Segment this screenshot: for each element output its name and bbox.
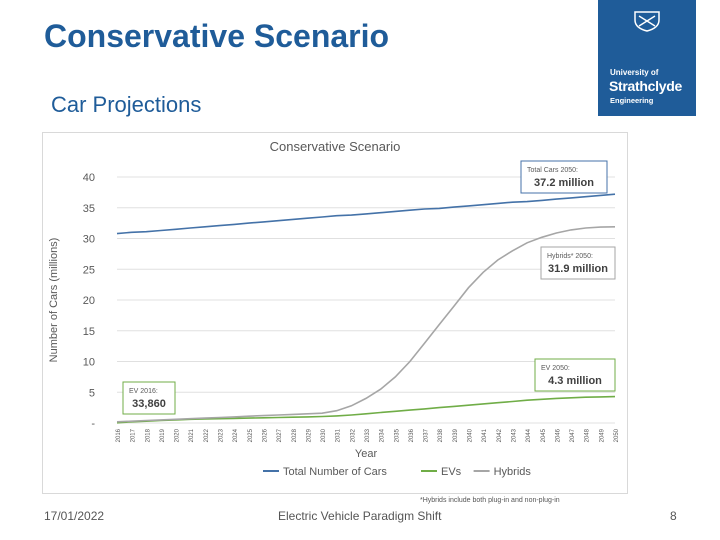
x-tick-label: 2034	[380, 428, 386, 442]
y-tick-label: 5	[89, 387, 95, 399]
x-tick-label: 2035	[394, 428, 400, 442]
annotation-label: EV 2016:	[129, 388, 158, 395]
y-tick-label: 40	[83, 172, 95, 184]
x-tick-label: 2021	[189, 428, 195, 442]
x-tick-label: 2042	[497, 428, 503, 442]
annotation-box	[540, 246, 616, 280]
y-tick-label: -	[91, 418, 95, 430]
x-tick-label: 2039	[453, 428, 459, 442]
y-tick-label: 15	[83, 326, 95, 338]
x-tick-label: 2048	[585, 428, 591, 442]
x-tick-label: 2045	[541, 428, 547, 442]
y-axis-label: Number of Cars (millions)	[48, 238, 60, 363]
x-tick-label: 2037	[424, 428, 430, 442]
x-tick-label: 2038	[438, 428, 444, 442]
x-tick-label: 2036	[409, 428, 415, 442]
annotation-value: 31.9 million	[548, 263, 608, 275]
x-tick-label: 2026	[262, 428, 268, 442]
y-tick-label: 30	[83, 234, 95, 246]
x-tick-label: 2030	[321, 428, 327, 442]
chart-frame: Conservative Scenario -5 10 15 20 25 30 35 40 Num…	[42, 132, 628, 494]
x-tick-label: 2022	[204, 428, 210, 442]
annotation-box	[520, 160, 608, 194]
x-tick-label: 2031	[336, 428, 342, 442]
x-tick-label: 2017	[131, 428, 137, 442]
logo-text-university: University of	[610, 68, 659, 77]
annotation-label: Total Cars 2050:	[527, 167, 578, 174]
logo-text-engineering: Engineering	[610, 96, 654, 105]
x-tick-label: 2024	[233, 428, 239, 442]
slide-title: Conservative Scenario	[44, 18, 390, 54]
projection-chart: Conservative Scenario-510152025303540Num…	[48, 139, 620, 478]
x-tick-label: 2041	[482, 428, 488, 442]
legend-label-hybrids: Hybrids	[494, 466, 532, 478]
legend-label-evs: EVs	[441, 466, 462, 478]
legend-label-total-number-of-cars: Total Number of Cars	[283, 466, 387, 478]
chart-title: Conservative Scenario	[270, 139, 401, 154]
x-tick-label: 2033	[365, 428, 371, 442]
y-tick-label: 35	[83, 203, 95, 215]
y-tick-label: 10	[83, 357, 95, 369]
x-tick-label: 2029	[306, 428, 312, 442]
annotation-label: Hybrids* 2050:	[547, 253, 593, 260]
x-tick-label: 2027	[277, 428, 283, 442]
footer-title: Electric Vehicle Paradigm Shift	[278, 509, 442, 523]
y-tick-label: 25	[83, 264, 95, 276]
annotation-box	[534, 358, 616, 392]
x-tick-label: 2040	[468, 428, 474, 442]
annotation-label: EV 2050:	[541, 365, 570, 372]
series-line-hybrids	[116, 226, 616, 423]
annotation-value: 37.2 million	[534, 177, 594, 189]
x-tick-label: 2019	[160, 428, 166, 442]
x-tick-label: 2043	[511, 428, 517, 442]
x-tick-label: 2025	[248, 428, 254, 442]
x-tick-label: 2020	[175, 428, 181, 442]
crest-icon	[634, 11, 660, 32]
hybrids-footnote: *Hybrids include both plug-in and non-pl…	[420, 497, 560, 504]
slide-subtitle: Car Projections	[51, 92, 202, 117]
x-tick-label: 2046	[555, 428, 561, 442]
x-tick-label: 2049	[599, 428, 605, 442]
annotation-box	[122, 381, 176, 415]
x-tick-label: 2050	[614, 428, 620, 442]
university-logo: University of Strathclyde Engineering	[598, 0, 696, 116]
x-tick-label: 2023	[219, 428, 225, 442]
footer-date: 17/01/2022	[44, 509, 105, 523]
series-line-total-number-of-cars	[116, 193, 616, 235]
x-tick-label: 2032	[350, 428, 356, 442]
annotation-value: 33,860	[132, 398, 166, 410]
page-number: 8	[670, 509, 677, 523]
x-tick-label: 2028	[292, 428, 298, 442]
x-tick-label: 2018	[145, 428, 151, 442]
x-axis-label: Year	[355, 448, 378, 460]
annotation-value: 4.3 million	[548, 375, 602, 387]
logo-text-strathclyde: Strathclyde	[609, 78, 682, 94]
x-tick-label: 2016	[116, 428, 122, 442]
x-tick-label: 2047	[570, 428, 576, 442]
y-tick-label: 20	[83, 295, 95, 307]
x-tick-label: 2044	[526, 428, 532, 442]
